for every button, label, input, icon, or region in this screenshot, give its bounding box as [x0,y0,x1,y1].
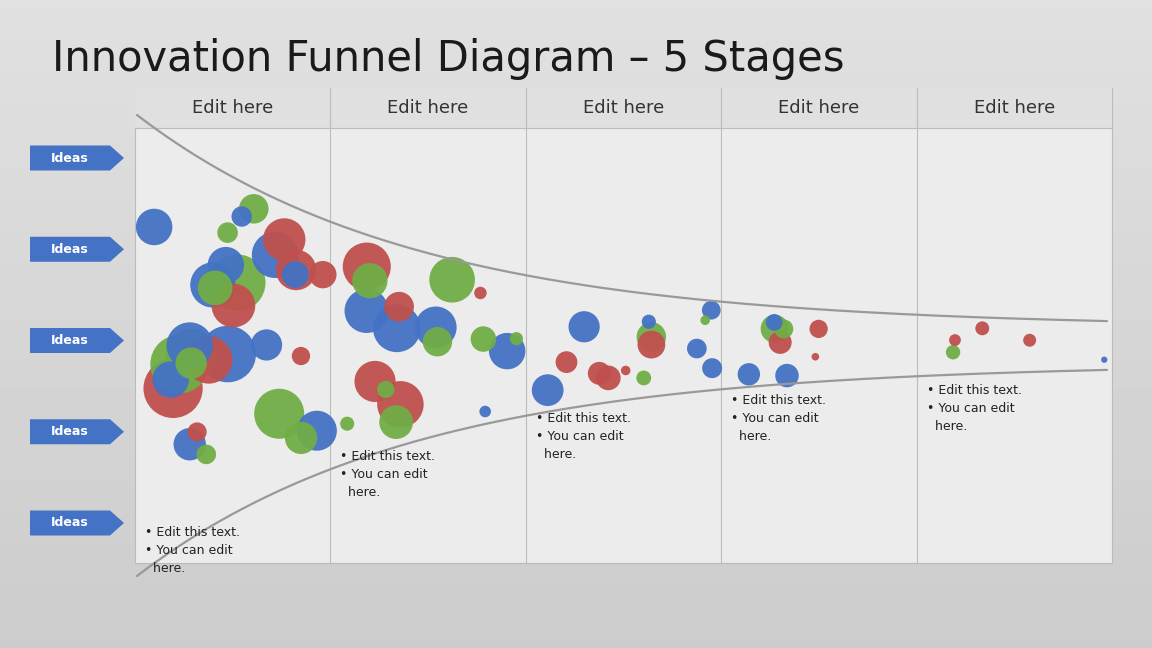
Circle shape [209,255,265,311]
Circle shape [198,270,233,305]
Circle shape [167,322,213,369]
Circle shape [353,263,387,298]
Circle shape [150,335,209,393]
Text: • Edit this text.
• You can edit
  here.: • Edit this text. • You can edit here. [145,526,240,575]
Circle shape [373,305,420,352]
Polygon shape [30,328,124,353]
Polygon shape [30,237,124,262]
Circle shape [152,362,189,398]
Circle shape [175,347,207,379]
Circle shape [475,287,486,299]
Circle shape [430,257,475,303]
Circle shape [703,358,722,378]
Text: Ideas: Ideas [51,152,89,165]
Circle shape [282,261,309,288]
Polygon shape [30,146,124,170]
Circle shape [637,330,665,358]
Text: • Edit this text.
• You can edit
  here.: • Edit this text. • You can edit here. [340,450,435,499]
Circle shape [377,381,424,428]
Text: • Edit this text.
• You can edit
  here.: • Edit this text. • You can edit here. [926,384,1022,434]
Circle shape [700,316,710,325]
Circle shape [1023,334,1036,347]
Circle shape [238,194,268,224]
Circle shape [811,353,819,360]
Circle shape [212,284,256,327]
Text: Ideas: Ideas [51,425,89,438]
Circle shape [344,289,388,333]
Circle shape [510,332,523,345]
Text: Innovation Funnel Diagram – 5 Stages: Innovation Funnel Diagram – 5 Stages [52,38,844,80]
Polygon shape [30,511,124,535]
Circle shape [949,334,961,346]
Circle shape [636,371,651,386]
Circle shape [232,206,252,227]
Circle shape [976,321,990,335]
Bar [135,88,1112,128]
Circle shape [263,218,305,260]
Circle shape [190,262,235,308]
Circle shape [340,417,354,431]
Circle shape [775,364,798,388]
Circle shape [197,445,217,464]
Circle shape [588,362,611,385]
Circle shape [166,329,218,380]
Circle shape [702,301,721,319]
Circle shape [218,222,237,243]
Bar [135,88,1112,563]
Circle shape [377,381,394,398]
Circle shape [488,333,525,369]
Circle shape [415,307,456,348]
Circle shape [174,428,206,461]
Circle shape [774,319,794,338]
Circle shape [555,351,577,373]
Circle shape [384,292,414,321]
Text: Ideas: Ideas [51,334,89,347]
Circle shape [252,231,298,278]
Circle shape [285,422,317,454]
Circle shape [687,339,706,358]
Text: Edit here: Edit here [192,99,273,117]
Circle shape [479,406,491,417]
Circle shape [423,327,453,356]
Circle shape [144,359,203,418]
Circle shape [760,315,789,343]
Circle shape [309,261,336,288]
Circle shape [136,209,173,245]
Circle shape [642,315,655,329]
Circle shape [199,326,256,382]
Circle shape [471,327,497,352]
Circle shape [207,247,244,283]
Circle shape [737,363,760,386]
Circle shape [343,242,391,290]
Circle shape [621,365,630,375]
Circle shape [532,375,563,406]
Text: Ideas: Ideas [51,516,89,529]
Circle shape [251,329,282,360]
Circle shape [275,249,317,290]
Circle shape [291,347,310,365]
Circle shape [568,311,600,342]
Polygon shape [30,419,124,445]
Text: • Edit this text.
• You can edit
  here.: • Edit this text. • You can edit here. [536,412,631,461]
Circle shape [1101,356,1107,363]
Circle shape [946,345,961,360]
Circle shape [188,422,206,441]
Text: Edit here: Edit here [973,99,1055,117]
Circle shape [766,314,782,330]
Text: • Edit this text.
• You can edit
  here.: • Edit this text. • You can edit here. [732,393,826,443]
Circle shape [185,336,233,384]
Circle shape [596,365,621,390]
Circle shape [355,361,395,402]
Circle shape [637,322,666,352]
Circle shape [379,405,414,439]
Circle shape [255,389,304,439]
Circle shape [297,411,336,451]
Text: Edit here: Edit here [779,99,859,117]
Text: Edit here: Edit here [387,99,469,117]
Text: Edit here: Edit here [583,99,664,117]
Text: Ideas: Ideas [51,243,89,256]
Circle shape [810,319,828,338]
Circle shape [768,331,791,354]
